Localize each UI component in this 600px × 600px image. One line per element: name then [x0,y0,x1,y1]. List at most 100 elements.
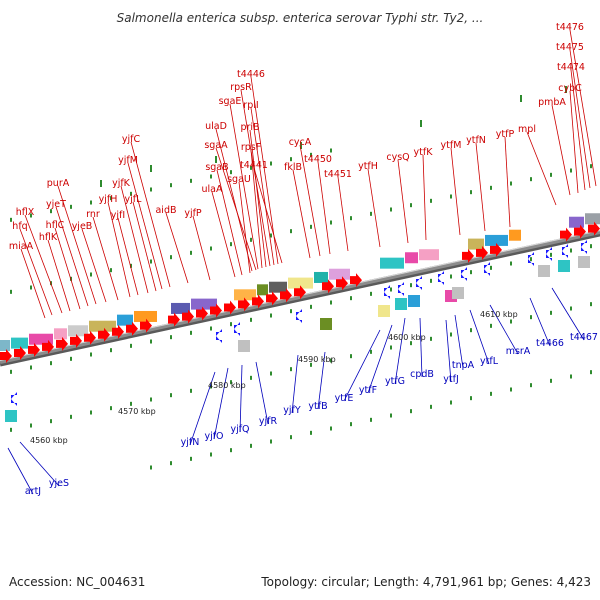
track-tick [250,375,252,380]
forward-gene-leader-line [132,201,157,292]
feature-block [468,238,484,250]
forward-gene-leader-line [92,216,119,301]
forward-gene-arrow [462,248,474,263]
forward-gene-label: t4446 [237,69,265,80]
track-tick [330,148,332,153]
forward-gene-leader-line [215,128,253,272]
forward-gene-label: sgaE [219,96,242,107]
track-tick [510,261,512,266]
track-tick [130,191,132,196]
feature-block [288,277,313,289]
lower-feature-block [538,265,550,277]
track-tick [470,396,472,401]
forward-gene-arrow [350,273,362,288]
track-tick [290,435,292,440]
track-tick [70,356,72,361]
track-tick [230,170,232,175]
track-tick [390,345,392,350]
reverse-gene-leader-line [19,441,60,487]
track-tick [190,388,192,393]
track-tick [130,401,132,406]
page-title: Salmonella enterica subsp. enterica sero… [116,11,484,25]
forward-gene-leader-line [450,147,461,236]
forward-gene-arrow [588,221,600,236]
reverse-gene-label: ytfE [335,393,354,404]
feature-block [117,314,133,326]
track-tick [150,465,152,470]
forward-gene-arrow [126,321,138,336]
forward-gene-leader-line [569,90,579,194]
forward-gene-leader-line [250,149,263,269]
forward-gene-leader-line [253,167,283,264]
track-tick [190,178,192,183]
feature-block [89,320,116,332]
reverse-gene-arrow [384,285,390,299]
track-tick [270,233,272,238]
track-tick [570,168,572,173]
reverse-gene-leader-line [419,317,423,378]
track-tick [290,229,292,234]
track-tick [450,332,452,337]
forward-gene-label: t4474 [557,62,585,73]
forward-gene-leader-line [81,228,107,303]
forward-gene-arrow [322,279,334,294]
track-tick [110,268,112,273]
forward-gene-leader-line [55,206,89,307]
kbp-tick-label: 4610 kbp [480,310,518,319]
forward-gene-leader-line [165,212,189,284]
forward-gene-arrow [168,312,180,327]
forward-gene-leader-line [292,169,311,259]
track-tick [430,278,432,283]
track-tick [310,224,312,229]
forward-gene-label: rplI [243,100,258,111]
track-tick [310,362,312,367]
forward-gene-label: yjfL [125,194,143,205]
forward-gene-arrow [196,306,208,321]
lower-feature-block [558,260,570,272]
forward-gene-label: yjfM [118,155,138,166]
track-tick [110,406,112,411]
track-tick [90,272,92,277]
forward-gene-label: purA [47,178,70,189]
forward-gene-leader-line [127,162,163,290]
track-tick [150,259,152,264]
track-tick [390,207,392,212]
track-tick [170,183,172,188]
label-layer: 4560 kbp 4570 kbp 4580 kbp 4590 kbp 4600 kbp… [9,22,598,497]
major-tick [100,180,102,187]
forward-gene-arrow [140,318,152,333]
reverse-gene-label: ytfF [359,385,377,396]
track-tick [530,257,532,262]
reverse-gene-label: yjfY [283,405,301,416]
forward-gene-label: yjfI [111,210,125,221]
reverse-gene-label: cpdB [410,369,434,380]
track-tick [450,274,452,279]
track-tick [170,255,172,260]
track-tick [170,393,172,398]
forward-gene-arrow [56,336,68,351]
forward-gene-arrow [476,245,488,260]
forward-gene-arrow [28,342,40,357]
forward-gene-label: t4475 [556,42,584,53]
forward-gene-label: mpl [518,124,536,135]
forward-gene-leader-line [24,214,63,314]
major-tick [150,165,152,172]
kbp-tick-label: 4600 kbp [388,333,426,342]
forward-gene-label: ytfN [466,135,486,146]
track-tick [230,322,232,327]
reverse-gene-leader-line [291,354,299,414]
feature-block [0,340,10,351]
forward-gene-leader-line [570,69,586,191]
track-tick [170,461,172,466]
feature-layer [0,213,600,422]
track-tick [150,397,152,402]
track-tick [210,174,212,179]
track-tick [450,194,452,199]
reverse-gene-leader-line [317,351,326,410]
forward-gene-arrow [252,294,264,309]
reverse-gene-label: yjfQ [230,424,249,435]
forward-gene-label: ytfH [358,161,378,172]
forward-gene-leader-line [504,136,511,228]
reverse-gene-arrow [562,244,568,258]
track-tick [310,304,312,309]
